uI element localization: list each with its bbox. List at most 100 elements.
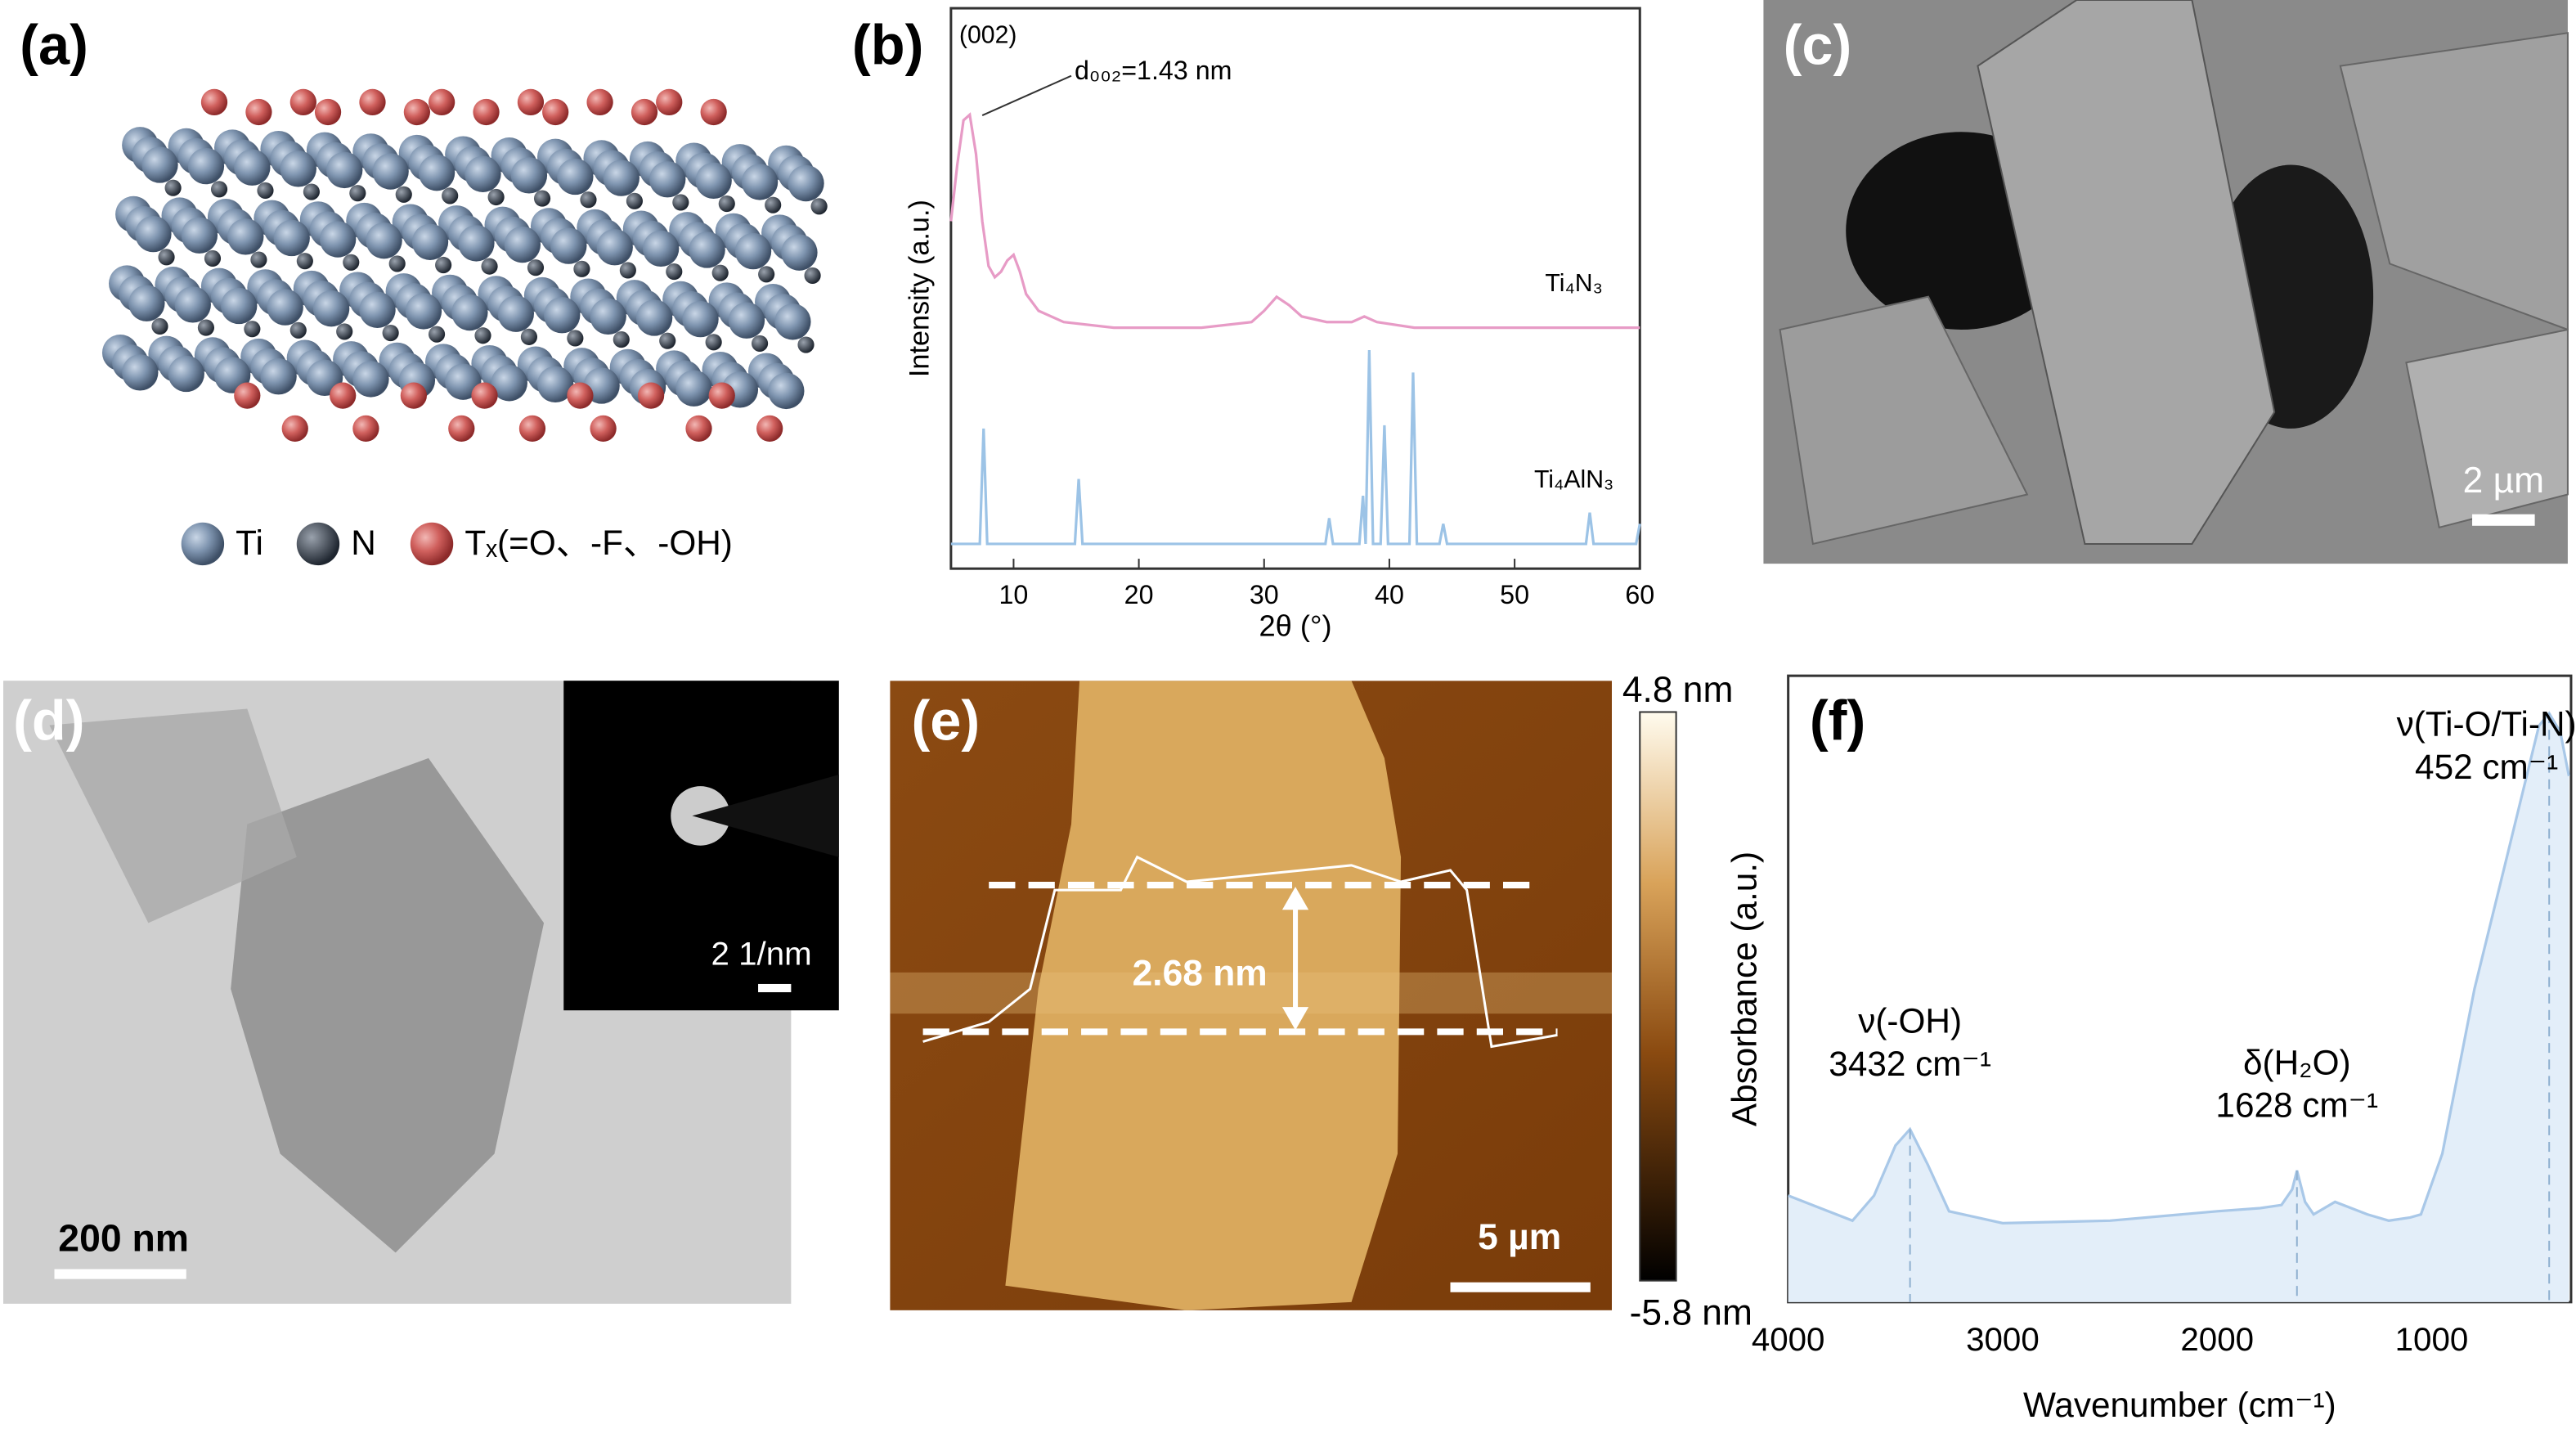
atom-n <box>296 253 313 270</box>
atom-n <box>626 192 643 209</box>
x-tick-label: 50 <box>1500 580 1529 609</box>
x-tick-label: 20 <box>1124 580 1154 609</box>
atom-ti <box>221 287 258 325</box>
atom-ti <box>405 293 442 330</box>
atom-ti <box>510 157 548 194</box>
atom-n <box>395 186 412 203</box>
atom-n <box>527 259 545 276</box>
area <box>1788 713 2569 1302</box>
atom-n <box>711 264 729 281</box>
arrow-head <box>1281 887 1309 910</box>
atom-ti <box>741 164 779 200</box>
x-tick-label: 10 <box>999 580 1029 609</box>
atom-tx <box>400 382 427 409</box>
atom-ti <box>135 215 172 253</box>
atom-tx <box>289 88 316 116</box>
x-axis-label: 2θ (°) <box>1259 609 1332 642</box>
atom-ti <box>234 149 271 186</box>
atom-n <box>210 181 228 198</box>
panel-label: (b) <box>852 14 923 77</box>
atom-ti <box>352 361 389 398</box>
atom-n <box>349 185 366 202</box>
atom-ti <box>128 285 165 321</box>
tem-flake <box>49 708 297 923</box>
atom-ti <box>788 164 824 202</box>
inset-scale-label: 2 1/nm <box>711 935 811 972</box>
atom-tx <box>586 88 613 116</box>
atom-ti <box>675 370 712 407</box>
atom-tx <box>245 98 272 126</box>
atom-n <box>573 260 590 277</box>
colorbar-min: -5.8 nm <box>1630 1293 1752 1333</box>
atom-n <box>810 198 828 215</box>
atom-ti <box>491 365 527 402</box>
atom-n <box>705 334 722 351</box>
y-axis-label: Absorbance (a.u.) <box>1725 852 1763 1126</box>
annotation-sublabel: 1628 cm⁻¹ <box>2215 1086 2378 1125</box>
atom-ti <box>728 302 765 339</box>
annotation-label: ν(-OH) <box>1858 1002 1962 1040</box>
scale-bar-label: 200 nm <box>58 1217 189 1260</box>
plot-frame <box>949 7 1641 570</box>
atom-n <box>672 194 689 211</box>
annotation: (002) <box>959 21 1017 48</box>
atom-n <box>659 332 676 349</box>
annotation-sublabel: 452 cm⁻¹ <box>2415 748 2558 786</box>
atom-ti <box>326 151 363 189</box>
atom-n <box>151 317 168 335</box>
scale-bar <box>1450 1282 1591 1292</box>
atom-n <box>567 330 584 347</box>
annotation-label: ν(Ti-O/Ti-N) <box>2397 704 2576 743</box>
atom-ti <box>550 227 587 264</box>
line <box>949 112 1640 330</box>
x-tick-label: 40 <box>1375 580 1404 609</box>
atom-n <box>758 266 775 283</box>
atom-n <box>580 191 597 209</box>
atom-ti <box>537 366 574 403</box>
atom-tx <box>700 98 727 126</box>
atom-ti <box>168 355 204 393</box>
legend-label: N <box>351 524 376 562</box>
atom-ti <box>544 297 581 334</box>
atom-tx <box>542 98 569 126</box>
panel-a: Ti N Tₓ(=O、-F、-OH) <box>101 88 828 566</box>
x-axis-label: Wavenumber (cm⁻¹) <box>2023 1386 2336 1424</box>
atom-tx <box>708 382 735 409</box>
atom-ti <box>497 295 534 332</box>
atom-tx <box>631 98 658 126</box>
atom-n <box>428 326 446 343</box>
atom-ti <box>590 298 626 335</box>
atom-ti <box>649 161 686 198</box>
atom-n <box>343 254 360 271</box>
atom-ti <box>372 153 409 190</box>
atom-tx <box>685 415 712 443</box>
sem-stack <box>1977 0 2276 545</box>
atom-n <box>487 188 505 206</box>
atom-n <box>382 324 399 342</box>
atom-n <box>804 267 821 284</box>
atom-n <box>244 321 261 338</box>
atom-ti <box>445 363 482 400</box>
atom-n <box>289 321 307 339</box>
atom-n <box>718 195 735 213</box>
atom-ti <box>734 232 772 270</box>
x-tick-label: 2000 <box>2180 1321 2254 1358</box>
panel-d <box>3 681 839 1304</box>
atom-ti <box>273 219 310 257</box>
panel-e <box>890 681 1613 1310</box>
panel-label: (e) <box>911 690 980 753</box>
atom-ti <box>418 155 456 191</box>
colorbar-max: 4.8 nm <box>1622 670 1734 710</box>
atom-ti <box>557 158 594 195</box>
atom-tx <box>656 88 683 116</box>
atom-tx <box>200 88 228 116</box>
line <box>950 349 1641 546</box>
atom-ti <box>411 223 449 260</box>
atom-n <box>257 182 274 200</box>
atom-ti <box>267 289 303 326</box>
atom-n <box>666 263 683 281</box>
atom-n <box>388 255 406 272</box>
annotation-arrow <box>981 74 1072 116</box>
atom-n <box>613 331 630 348</box>
atom-ti <box>174 286 211 323</box>
